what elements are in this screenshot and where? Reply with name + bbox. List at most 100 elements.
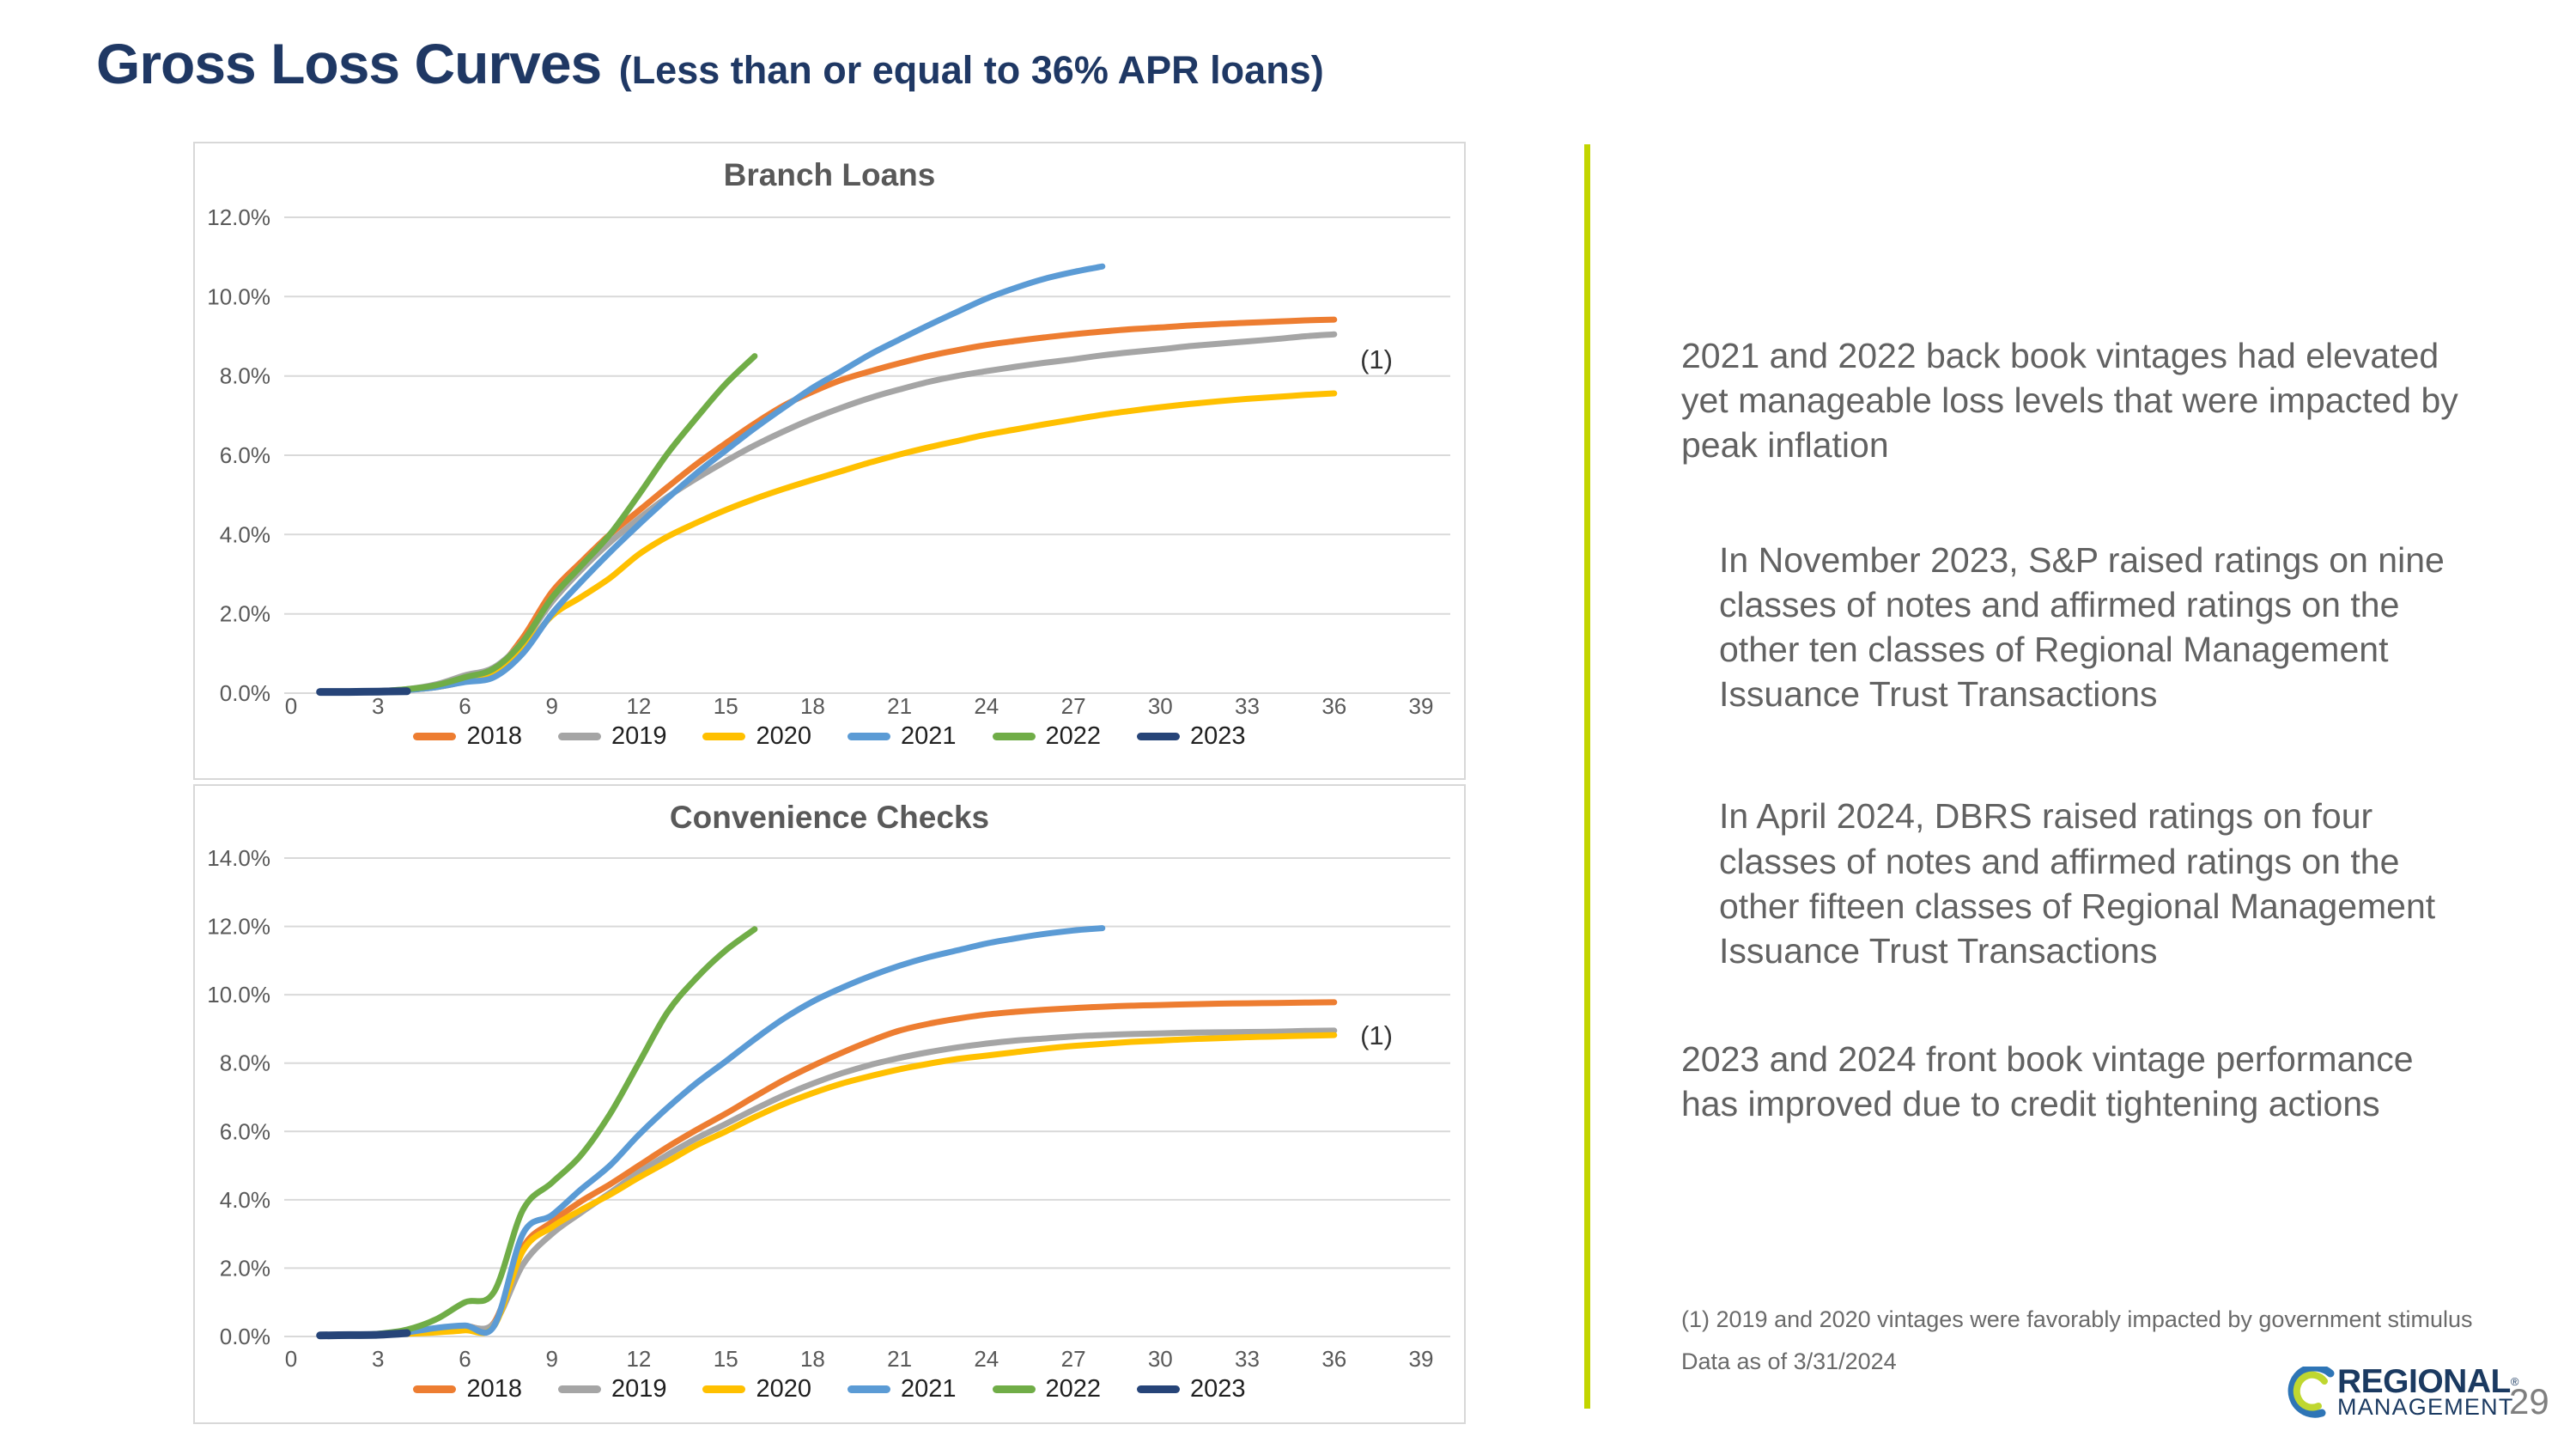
legend-label: 2021 [901, 1375, 957, 1403]
legend-label: 2018 [466, 1375, 522, 1403]
page-number: 29 [2509, 1381, 2549, 1422]
x-axis-tick-label: 33 [1235, 1346, 1260, 1372]
legend-item-2021: 2021 [848, 1375, 957, 1403]
x-axis-tick-label: 30 [1148, 1346, 1173, 1372]
legend-item-2022: 2022 [992, 1375, 1102, 1403]
legend-label: 2023 [1190, 1375, 1246, 1403]
x-axis-tick-label: 27 [1061, 693, 1086, 719]
x-axis-tick-label: 18 [800, 693, 825, 719]
y-axis-tick-label: 2.0% [220, 601, 270, 627]
legend-item-2020: 2020 [702, 722, 811, 751]
x-axis-tick-label: 39 [1409, 1346, 1434, 1372]
chart-panel-convenience-checks: Convenience Checks 0.0% 2.0% 4.0% 6.0% 8.0% 1… [193, 784, 1466, 1424]
x-axis-tick-label: 12 [626, 693, 651, 719]
footnote: (1) 2019 and 2020 vintages were favorabl… [1681, 1306, 2473, 1332]
x-axis-tick-label: 6 [459, 1346, 471, 1372]
legend-swatch [992, 733, 1036, 740]
series-line-2021 [317, 263, 1106, 696]
legend-label: 2019 [611, 722, 667, 750]
chart-legend-convenience-checks: 2018 2019 2020 2021 2022 2023 [195, 1375, 1464, 1403]
legend-swatch [413, 733, 457, 740]
logo-swoosh-icon [2287, 1367, 2335, 1418]
branch-loans-chart: 0.0%2.0%4.0%6.0%8.0%10.0%12.0%0 3 6 9 12 15 18… [207, 204, 1450, 719]
x-axis-tick-label: 9 [545, 693, 557, 719]
x-axis-tick-label: 15 [714, 693, 738, 719]
right-panel-paragraph: 2021 and 2022 back book vintages had ele… [1681, 336, 2458, 466]
legend-label: 2020 [756, 1375, 811, 1403]
series-line-2021 [317, 925, 1106, 1339]
legend-label: 2019 [611, 1375, 667, 1403]
series-line-2023 [316, 1329, 411, 1340]
y-axis-tick-label: 8.0% [220, 363, 270, 389]
x-axis-tick-label: 6 [459, 693, 471, 719]
convenience-checks-chart: 0.0%2.0%4.0%6.0%8.0%10.0%12.0%14.0%0 3 6 9 1… [207, 845, 1450, 1372]
legend-item-2021: 2021 [848, 722, 957, 751]
x-axis-tick-label: 27 [1061, 1346, 1086, 1372]
legend-item-2020: 2020 [702, 1375, 811, 1403]
annotation-footnote-ref: (1) [1360, 1020, 1393, 1050]
legend-label: 2021 [901, 722, 957, 750]
x-axis-tick-label: 15 [714, 1346, 738, 1372]
x-axis-tick-label: 12 [626, 1346, 651, 1372]
x-axis-tick-label: 3 [372, 693, 384, 719]
legend-item-2018: 2018 [413, 722, 522, 751]
annotation-footnote-ref: (1) [1360, 344, 1393, 374]
page-title: Gross Loss Curves [96, 32, 602, 95]
legend-swatch [992, 1385, 1036, 1393]
legend-swatch [1137, 733, 1181, 740]
x-axis-tick-label: 0 [285, 1346, 297, 1372]
page-subtitle: (Less than or equal to 36% APR loans) [618, 48, 1324, 92]
legend-swatch [557, 1385, 601, 1393]
legend-item-2023: 2023 [1137, 722, 1246, 751]
vertical-divider-line [1584, 144, 1590, 1409]
legend-label: 2023 [1190, 722, 1246, 750]
y-axis-tick-label: 4.0% [220, 521, 270, 547]
series-line-2018 [317, 999, 1338, 1339]
x-axis-tick-label: 36 [1321, 1346, 1346, 1372]
page-title-block: Gross Loss Curves (Less than or equal to… [96, 31, 1324, 96]
legend-item-2019: 2019 [557, 722, 667, 751]
legend-swatch [848, 733, 890, 740]
legend-swatch [557, 733, 601, 740]
x-axis-tick-label: 21 [887, 693, 912, 719]
x-axis-tick-label: 24 [974, 1346, 999, 1372]
logo-text: REGIONAL® MANAGEMENT [2337, 1363, 2519, 1420]
x-axis-tick-label: 3 [372, 1346, 384, 1372]
legend-label: 2022 [1045, 1375, 1102, 1403]
data-as-of: Data as of 3/31/2024 [1681, 1348, 1897, 1374]
legend-item-2019: 2019 [557, 1375, 667, 1403]
x-axis-tick-label: 30 [1148, 693, 1173, 719]
y-axis-tick-label: 12.0% [207, 204, 270, 230]
legend-swatch [702, 733, 746, 740]
chart-legend-branch-loans: 2018 2019 2020 2021 2022 2023 [195, 722, 1464, 751]
legend-label: 2022 [1045, 722, 1102, 750]
gridlines: 0.0%2.0%4.0%6.0%8.0%10.0%12.0%0 3 6 9 12 15 18… [207, 204, 1450, 719]
legend-item-2018: 2018 [413, 1375, 522, 1403]
gridlines: 0.0%2.0%4.0%6.0%8.0%10.0%12.0%14.0%0 3 6 9 1… [207, 845, 1450, 1372]
x-axis-tick-label: 18 [800, 1346, 825, 1372]
x-axis-tick-label: 33 [1235, 693, 1260, 719]
logo-management-text: MANAGEMENT [2337, 1394, 2514, 1420]
y-axis-tick-label: 12.0% [207, 914, 270, 940]
x-axis-tick-label: 21 [887, 1346, 912, 1372]
right-panel-paragraphs: 2021 and 2022 back book vintages had ele… [1681, 333, 2463, 1126]
x-axis-tick-label: 0 [285, 693, 297, 719]
legend-item-2022: 2022 [992, 722, 1102, 751]
y-axis-tick-label: 10.0% [207, 283, 270, 309]
logo-regional-text: REGIONAL® [2337, 1363, 2519, 1400]
series-line-2019 [317, 1027, 1338, 1339]
registered-mark: ® [2510, 1375, 2519, 1388]
y-axis-tick-label: 0.0% [220, 1324, 270, 1349]
y-axis-tick-label: 10.0% [207, 982, 270, 1008]
x-axis-tick-label: 24 [974, 693, 999, 719]
legend-swatch [413, 1385, 457, 1393]
right-panel-paragraph: In November 2023, S&P raised ratings on … [1719, 540, 2445, 715]
y-axis-tick-label: 6.0% [220, 1118, 270, 1144]
chart-panel-branch-loans: Branch Loans 0.0% 2.0% 4.0% 6.0% 8.0% 10.0% 12… [193, 142, 1466, 780]
y-axis-tick-label: 2.0% [220, 1255, 270, 1281]
legend-swatch [702, 1385, 746, 1393]
right-panel-paragraph: In April 2024, DBRS raised ratings on fo… [1719, 796, 2436, 971]
legend-item-2023: 2023 [1137, 1375, 1246, 1403]
y-axis-tick-label: 6.0% [220, 442, 270, 468]
